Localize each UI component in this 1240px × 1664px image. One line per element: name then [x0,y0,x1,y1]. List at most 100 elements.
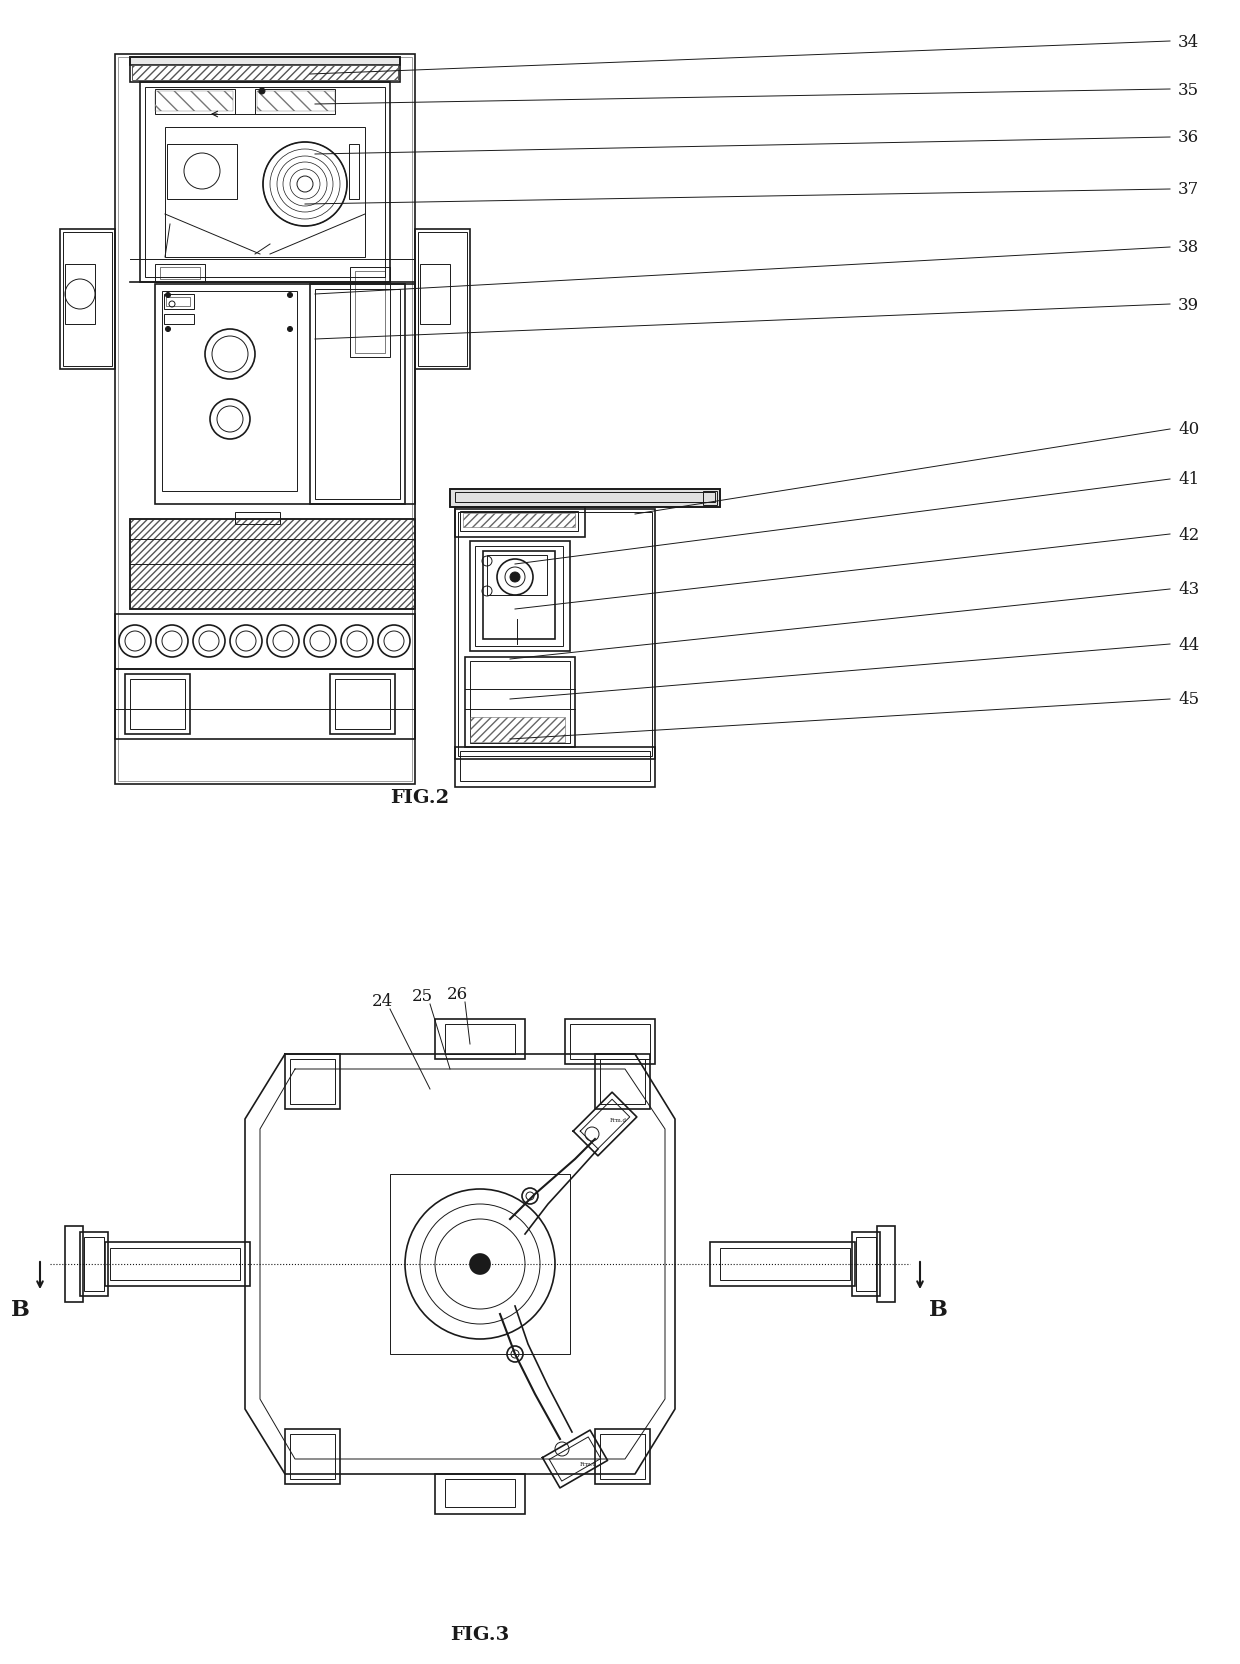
Bar [856,1238,875,1291]
Text: 37: 37 [1178,181,1199,198]
Bar [565,1020,655,1065]
Bar [470,717,565,742]
Bar [155,265,205,283]
Circle shape [288,328,293,333]
Bar [64,265,95,324]
Bar [285,1055,340,1110]
Bar [110,1248,241,1280]
Circle shape [259,88,265,95]
Bar [600,1434,645,1479]
Text: 43: 43 [1178,581,1199,597]
Text: 39: 39 [1178,296,1199,313]
Bar [463,514,575,527]
Bar [600,1060,645,1105]
Text: 25: 25 [412,987,433,1005]
Bar [130,679,185,729]
Bar [236,513,280,524]
Bar [290,1434,335,1479]
Bar [285,1429,340,1484]
Circle shape [288,293,293,298]
Bar [595,1429,650,1484]
Bar [350,268,391,358]
Text: Frm.d: Frm.d [580,1461,596,1466]
Bar [711,1243,856,1286]
Bar [720,1248,849,1280]
Text: 41: 41 [1178,471,1199,488]
Bar [145,88,384,278]
Text: 40: 40 [1178,421,1199,438]
Bar [703,491,717,506]
Bar [164,295,193,310]
Bar [130,58,401,67]
Bar [155,90,236,115]
Bar [445,1025,515,1055]
Text: 42: 42 [1178,526,1199,542]
Bar [348,145,360,200]
Bar [64,1226,83,1303]
Bar [455,509,655,759]
Bar [290,1060,335,1105]
Bar [450,489,720,508]
Bar [852,1233,880,1296]
Bar [155,285,415,504]
Bar [877,1226,895,1303]
Bar [420,265,450,324]
Text: 34: 34 [1178,33,1199,50]
Bar [115,614,415,669]
Bar [455,493,715,503]
Bar [435,1474,525,1514]
Bar [130,519,415,609]
Bar [470,542,570,652]
Circle shape [165,328,171,333]
Circle shape [470,1255,490,1275]
Bar [455,747,655,787]
Bar [455,508,585,537]
Bar [355,271,384,354]
Bar [162,291,298,491]
Bar [115,669,415,739]
Bar [415,230,470,369]
Bar [165,128,365,258]
Bar [81,1233,108,1296]
Bar [63,233,112,366]
Bar [445,1479,515,1508]
Bar [458,513,652,757]
Bar [130,58,401,83]
Bar [570,1025,650,1060]
Bar [115,55,415,784]
Bar [450,489,720,508]
Bar [155,92,233,111]
Bar [310,285,405,504]
Bar [595,1055,650,1110]
Bar [257,92,335,111]
Bar [435,1020,525,1060]
Text: FIG.2: FIG.2 [391,789,450,807]
Circle shape [510,572,520,582]
Text: 44: 44 [1178,636,1199,652]
Text: Frm.d: Frm.d [610,1117,627,1122]
Bar [167,145,237,200]
Bar [131,67,398,82]
Text: FIG.3: FIG.3 [450,1626,510,1642]
Bar [487,556,547,596]
Text: 45: 45 [1178,691,1199,709]
Bar [465,657,575,747]
Bar [330,674,396,734]
Bar [470,662,570,744]
Bar [118,58,412,782]
Text: 24: 24 [371,992,393,1010]
Bar [164,314,193,324]
Text: 38: 38 [1178,240,1199,256]
Bar [484,552,556,639]
Bar [130,519,415,609]
Bar [460,513,578,532]
Bar [255,90,335,115]
Text: 26: 26 [446,985,467,1002]
Text: 36: 36 [1178,130,1199,146]
Bar [475,547,563,647]
Bar [125,674,190,734]
Bar [160,268,200,280]
Bar [335,679,391,729]
Text: B: B [929,1298,947,1320]
Bar [105,1243,250,1286]
